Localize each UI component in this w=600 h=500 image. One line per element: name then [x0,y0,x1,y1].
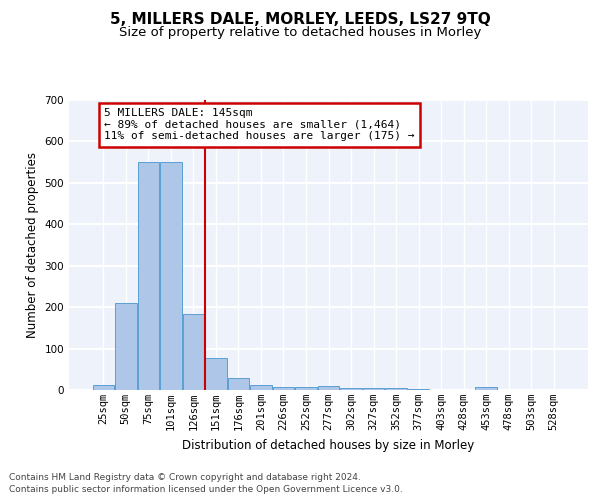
Bar [137,162,159,390]
Text: 5 MILLERS DALE: 145sqm
← 89% of detached houses are smaller (1,464)
11% of semi-: 5 MILLERS DALE: 145sqm ← 89% of detached… [104,108,415,142]
Bar [273,386,294,390]
Bar [182,314,204,390]
Bar [295,386,317,390]
X-axis label: Distribution of detached houses by size in Morley: Distribution of detached houses by size … [182,438,475,452]
Bar [160,162,182,390]
Bar [475,387,497,390]
Y-axis label: Number of detached properties: Number of detached properties [26,152,39,338]
Bar [318,386,339,390]
Bar [115,303,137,390]
Text: Contains HM Land Registry data © Crown copyright and database right 2024.: Contains HM Land Registry data © Crown c… [9,472,361,482]
Bar [385,388,407,390]
Bar [92,385,114,390]
Text: Size of property relative to detached houses in Morley: Size of property relative to detached ho… [119,26,481,39]
Bar [408,389,429,390]
Bar [250,384,272,390]
Text: Contains public sector information licensed under the Open Government Licence v3: Contains public sector information licen… [9,485,403,494]
Bar [205,358,227,390]
Bar [363,388,384,390]
Bar [340,388,362,390]
Bar [228,378,249,390]
Text: 5, MILLERS DALE, MORLEY, LEEDS, LS27 9TQ: 5, MILLERS DALE, MORLEY, LEEDS, LS27 9TQ [110,12,490,28]
